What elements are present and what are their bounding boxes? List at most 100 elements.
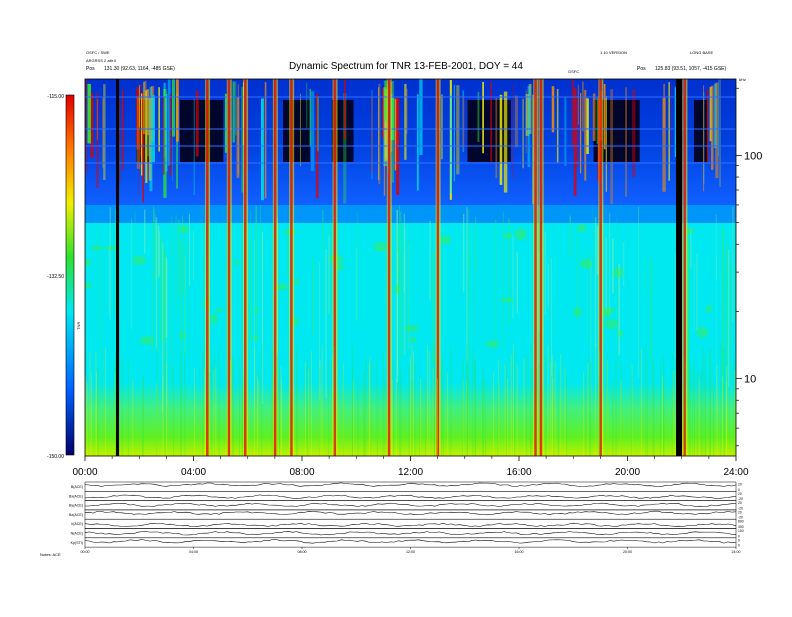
panel-trace	[84, 482, 737, 487]
lower-streak	[180, 352, 182, 456]
lower-streak	[204, 368, 206, 456]
lower-streak	[342, 363, 344, 456]
upper-streak	[141, 93, 143, 176]
upper-streak	[171, 79, 176, 137]
lower-streak	[620, 379, 622, 456]
lower-streak	[526, 356, 528, 456]
footer-note: Notes: ACE	[40, 552, 61, 557]
upper-streak	[103, 84, 106, 180]
middle-streak	[734, 218, 736, 319]
upper-streak	[582, 81, 584, 132]
middle-streak	[188, 213, 190, 286]
lower-streak	[726, 366, 728, 456]
middle-blob	[485, 340, 500, 348]
upper-streak	[371, 90, 373, 179]
lower-streak	[427, 345, 428, 456]
lower-streak	[408, 367, 410, 456]
middle-blob	[696, 326, 708, 338]
middle-streak	[431, 250, 434, 365]
lower-streak	[257, 380, 259, 456]
panel-right-tick: 20	[738, 483, 742, 487]
upper-streak	[95, 93, 99, 189]
lower-streak	[442, 356, 444, 456]
middle-streak	[696, 253, 698, 331]
middle-blob	[410, 336, 416, 344]
middle-streak	[253, 239, 255, 408]
lower-streak	[142, 376, 144, 456]
band-line	[85, 162, 736, 164]
upper-streak	[453, 84, 455, 182]
middle-streak	[157, 223, 158, 349]
lower-streak	[272, 377, 274, 456]
header-right-2: LONG BASE	[690, 50, 713, 55]
panel-time-label: 08:00	[298, 550, 307, 554]
middle-streak	[166, 259, 168, 407]
middle-streak	[157, 225, 160, 278]
lower-streak	[631, 373, 633, 456]
middle-blob	[132, 255, 147, 265]
upper-streak	[706, 88, 709, 163]
lower-streak	[89, 352, 91, 456]
dark-region	[283, 100, 311, 162]
upper-streak	[136, 96, 141, 169]
burst-core	[333, 79, 337, 456]
upper-streak	[225, 93, 227, 153]
time-tick-label: 00:00	[72, 467, 97, 478]
chart-title: Dynamic Spectrum for TNR 13-FEB-2001, DO…	[289, 61, 523, 72]
lower-streak	[419, 376, 421, 456]
upper-streak	[416, 94, 419, 191]
middle-blob	[140, 336, 155, 345]
lower-streak	[472, 349, 474, 456]
time-tick-label: 20:00	[615, 467, 640, 478]
lower-streak	[482, 369, 484, 456]
upper-streak	[138, 85, 140, 128]
middle-streak	[398, 205, 400, 362]
lower-streak	[723, 348, 725, 456]
upper-streak	[579, 93, 582, 174]
lower-streak	[319, 360, 321, 456]
lower-streak	[215, 366, 217, 456]
lower-streak	[485, 377, 487, 456]
middle-streak	[722, 227, 724, 395]
upper-streak	[163, 97, 165, 175]
middle-blob	[215, 307, 223, 313]
dark-region	[467, 100, 511, 162]
upper-streak	[85, 79, 88, 173]
band-line	[85, 145, 736, 147]
middle-streak	[162, 242, 164, 413]
middle-streak	[726, 244, 728, 389]
upper-streak	[715, 82, 719, 179]
lower-streak	[514, 351, 516, 456]
upper-streak	[719, 79, 721, 188]
lower-streak	[689, 368, 691, 456]
lower-streak	[585, 375, 587, 456]
lower-streak	[710, 350, 711, 456]
middle-streak	[261, 231, 264, 405]
upper-streak	[575, 96, 580, 167]
panel-label: Bx(ACE)	[69, 494, 83, 498]
middle-streak	[727, 249, 730, 388]
upper-streak	[625, 87, 627, 197]
upper-streak	[663, 83, 665, 129]
header-right-pos: 125.83 (93.51, 1057, -415 GSE)	[655, 66, 726, 72]
middle-streak	[715, 214, 717, 281]
middle-blob	[394, 284, 400, 294]
upper-streak	[603, 83, 606, 150]
lower-streak	[466, 362, 468, 456]
panel-time-axis: 00:00 04:00 08:00 12:00 16:00 20:00 24:00	[81, 547, 741, 554]
upper-streak	[462, 97, 465, 149]
band-line	[85, 128, 736, 130]
upper-streak	[662, 97, 666, 192]
middle-blob	[577, 223, 587, 233]
lower-streak	[305, 362, 306, 456]
lower-streak	[558, 372, 560, 456]
colorbar-label: TNR	[76, 322, 81, 330]
middle-blob	[514, 228, 527, 241]
lower-streak	[429, 351, 431, 456]
middle-streak	[108, 243, 110, 315]
upper-streak	[195, 90, 199, 157]
lower-streak	[510, 354, 512, 456]
middle-streak	[160, 234, 162, 345]
middle-blob	[178, 225, 189, 233]
lower-streak	[523, 358, 525, 456]
